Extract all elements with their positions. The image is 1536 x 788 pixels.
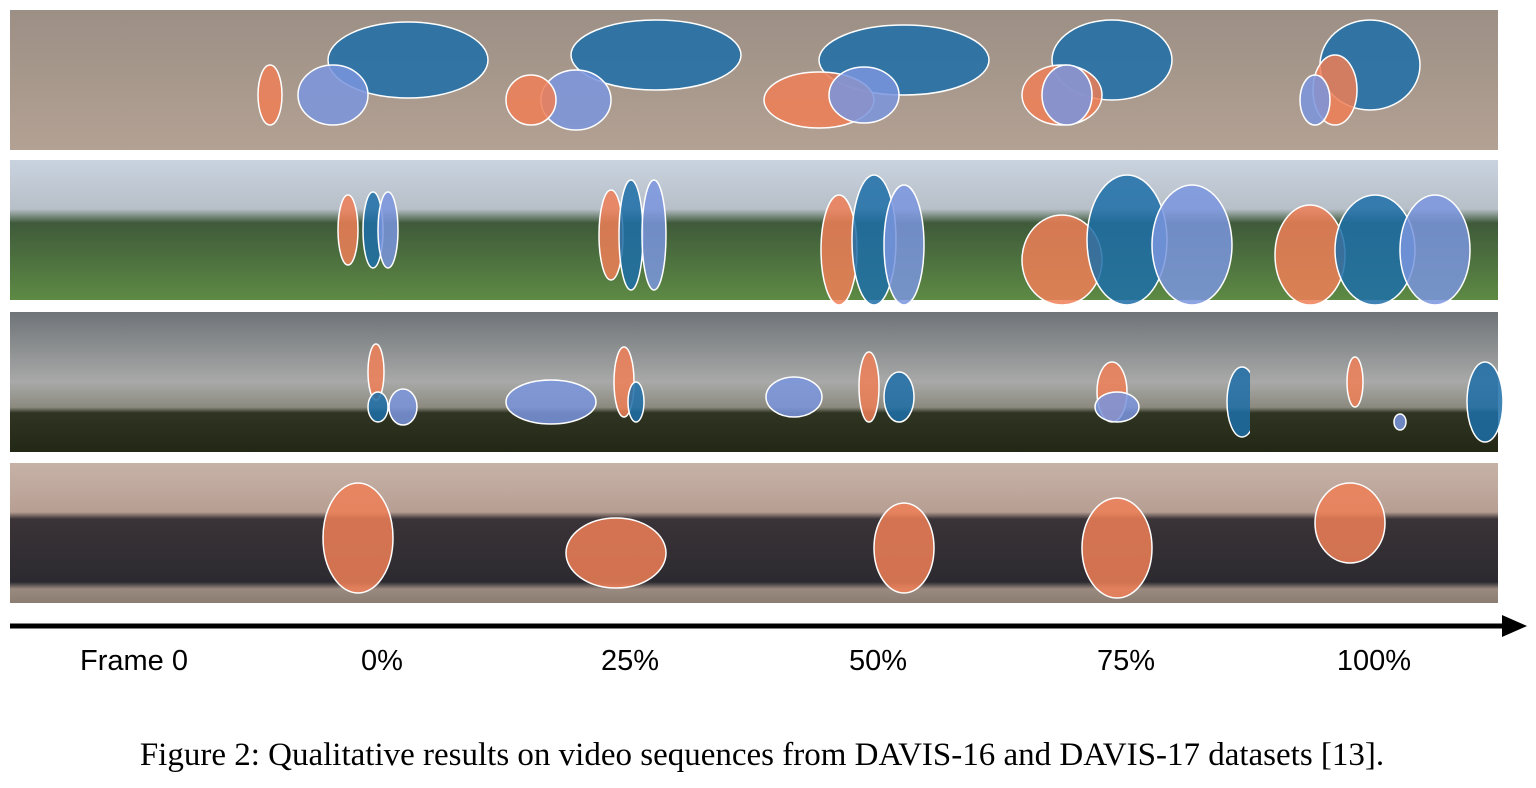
column-label: 50% bbox=[849, 645, 907, 677]
segmentation-mask bbox=[883, 371, 915, 423]
segmentation-mask bbox=[322, 482, 394, 594]
segmentation-mask bbox=[565, 517, 667, 589]
segmentation-mask bbox=[257, 64, 283, 126]
segmentation-mask bbox=[1041, 64, 1093, 126]
segmentation-mask bbox=[297, 64, 369, 126]
segmentation-mask bbox=[1393, 413, 1407, 431]
video-frame bbox=[1250, 312, 1498, 452]
segmentation-mask bbox=[641, 179, 667, 291]
video-frame bbox=[10, 10, 258, 150]
segmentation-mask bbox=[828, 66, 900, 124]
segmentation-mask bbox=[1399, 194, 1471, 306]
segmentation-mask bbox=[388, 388, 418, 426]
segmentation-mask bbox=[1346, 356, 1364, 408]
column-label: 25% bbox=[601, 645, 659, 677]
segmentation-mask bbox=[1299, 74, 1331, 126]
segmentation-mask bbox=[1151, 184, 1233, 306]
segmentation-mask bbox=[505, 379, 597, 425]
segmentation-mask bbox=[1466, 361, 1504, 443]
segmentation-mask bbox=[1081, 497, 1153, 599]
caption: Figure 2: Qualitative results on video s… bbox=[140, 737, 1384, 773]
segmentation-mask bbox=[367, 391, 389, 423]
segmentation-mask bbox=[858, 351, 880, 423]
column-labels: Frame 0 0% 25% 50% 75% 100% bbox=[80, 645, 1411, 677]
segmentation-mask bbox=[765, 376, 823, 418]
video-frame bbox=[10, 160, 258, 300]
video-frame bbox=[10, 463, 258, 603]
arrow-head bbox=[1502, 615, 1527, 637]
segmentation-mask bbox=[1314, 482, 1386, 564]
column-label: 100% bbox=[1337, 645, 1411, 677]
segmentation-mask bbox=[570, 19, 742, 91]
segmentation-mask bbox=[505, 74, 557, 126]
column-label: Frame 0 bbox=[80, 645, 188, 677]
segmentation-mask bbox=[627, 381, 645, 423]
segmentation-mask bbox=[618, 179, 644, 291]
column-label: 75% bbox=[1097, 645, 1155, 677]
segmentation-mask bbox=[327, 21, 489, 99]
segmentation-mask bbox=[377, 191, 399, 269]
segmentation-mask bbox=[873, 502, 935, 594]
segmentation-mask bbox=[337, 194, 359, 266]
segmentation-mask bbox=[1094, 391, 1140, 423]
frame-grid bbox=[10, 10, 1504, 603]
segmentation-mask bbox=[883, 184, 925, 306]
video-frame bbox=[10, 312, 258, 452]
column-label: 0% bbox=[361, 645, 403, 677]
